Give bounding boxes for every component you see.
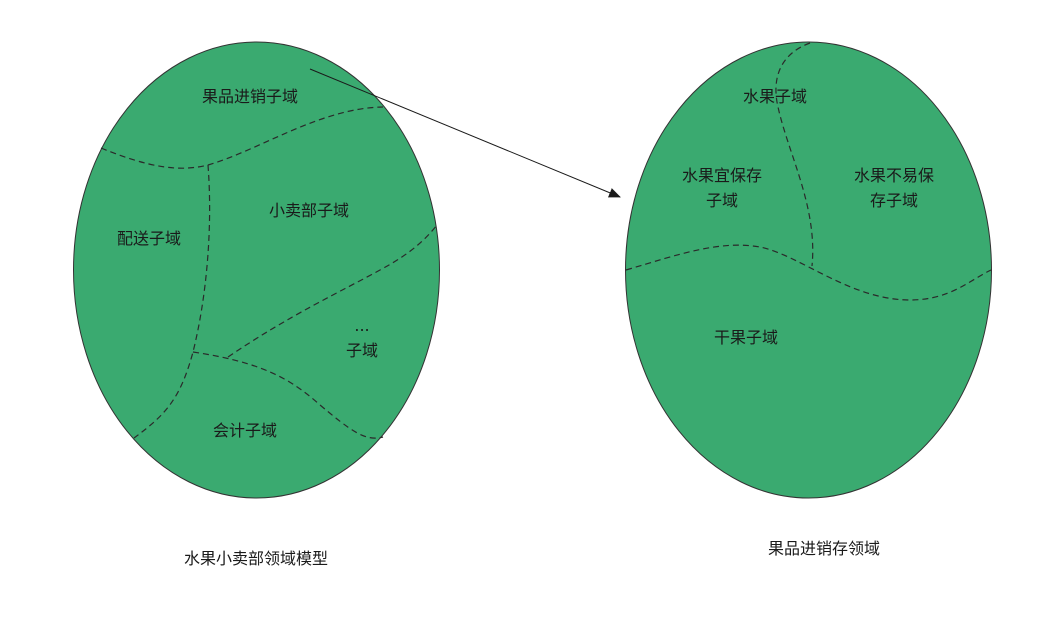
subdomain-label: 干果子域 (714, 328, 778, 347)
subdomain-label: 水果子域 (743, 87, 807, 106)
subdomain-label: 水果宜保存 (682, 166, 762, 185)
subdomain-label: 存子域 (870, 191, 918, 210)
subdomain-label: 会计子域 (213, 421, 277, 440)
subdomain-label: 小卖部子域 (269, 201, 349, 220)
left-domain-model: 果品进销子域 配送子域 小卖部子域 ... 子域 会计子域 水果小卖部领域模型 (73, 41, 440, 568)
boundary-line (192, 351, 384, 439)
boundary-line (100, 106, 384, 169)
zoom-arrow (309, 68, 621, 198)
subdomain-label: ... (354, 316, 369, 335)
subdomain-label: 水果不易保 (854, 166, 934, 185)
right-model-caption: 果品进销存领域 (768, 539, 880, 558)
boundary-line (625, 244, 992, 301)
subdomain-label: 果品进销子域 (202, 87, 298, 106)
subdomain-label: 配送子域 (117, 229, 181, 248)
boundary-line (133, 164, 211, 439)
left-domain-ellipse (73, 41, 440, 499)
right-domain-model: 水果子域 水果宜保存 子域 水果不易保 存子域 干果子域 果品进销存领域 (625, 41, 992, 558)
right-domain-ellipse (625, 41, 992, 499)
left-model-caption: 水果小卖部领域模型 (184, 549, 328, 568)
boundary-line (775, 42, 814, 267)
subdomain-label: 子域 (346, 341, 378, 360)
boundary-line (227, 224, 438, 358)
subdomain-label: 子域 (706, 191, 738, 210)
